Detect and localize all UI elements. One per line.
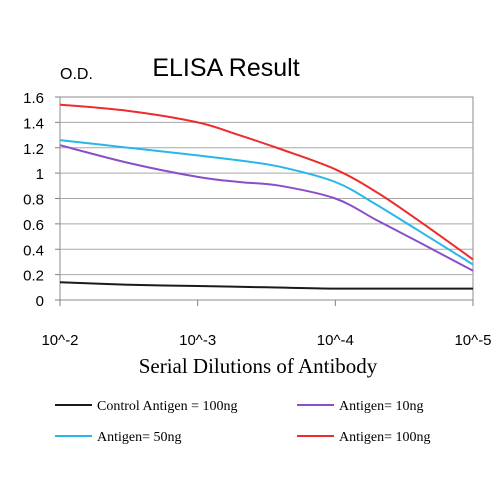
y-tick-label: 1	[36, 166, 44, 183]
legend-label: Antigen= 100ng	[339, 430, 431, 445]
x-tick-label: 10^-2	[41, 332, 78, 349]
x-axis-label: Serial Dilutions of Antibody	[139, 354, 378, 378]
y-tick-label: 1.2	[23, 141, 44, 158]
chart-title: ELISA Result	[152, 54, 299, 82]
y-tick-label: 1.4	[23, 115, 44, 132]
series-line-1	[59, 144, 474, 272]
x-tick-label: 10^-3	[179, 332, 216, 349]
legend: Control Antigen = 100ng Antigen= 10ng Anti…	[55, 399, 431, 445]
y-tick-label: 0.8	[23, 192, 44, 209]
legend-label: Antigen= 50ng	[97, 430, 182, 445]
y-tick-label: 0	[36, 293, 44, 310]
y-axis-label: O.D.	[60, 66, 93, 83]
series-line-3	[59, 103, 474, 261]
series-line-2	[59, 139, 474, 266]
y-tick-label: 1.6	[23, 90, 44, 107]
legend-label: Antigen= 10ng	[339, 399, 424, 414]
y-tick-label: 0.4	[23, 242, 44, 259]
x-tick-label: 10^-5	[454, 332, 491, 349]
x-tick-label: 10^-4	[317, 332, 354, 349]
series-line-0	[59, 281, 473, 290]
y-tick-label: 0.6	[23, 217, 44, 234]
legend-label: Control Antigen = 100ng	[97, 399, 238, 414]
y-tick-label: 0.2	[23, 268, 44, 285]
plot-area	[55, 96, 474, 306]
